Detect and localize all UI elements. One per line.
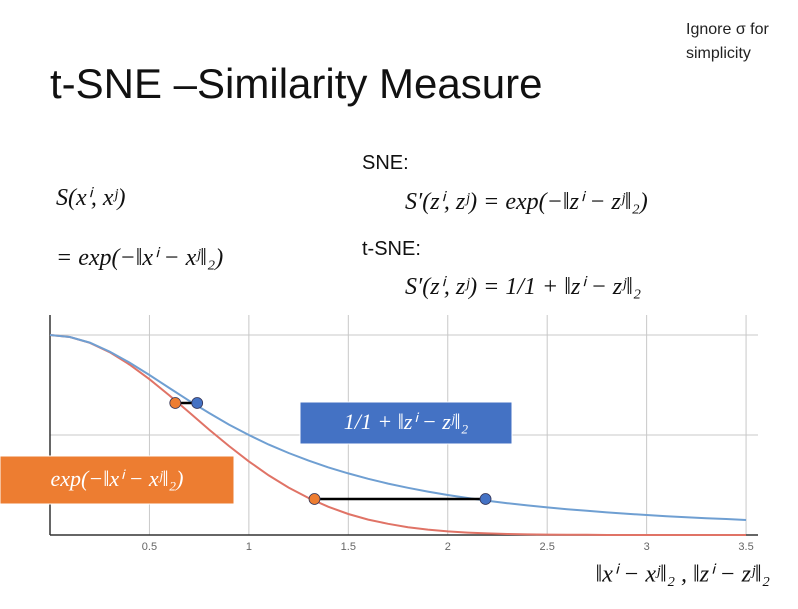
formula: S′(zⁱ, zʲ) = exp(−‖zⁱ − zʲ‖₂) bbox=[405, 189, 648, 215]
point bbox=[191, 397, 204, 409]
label: t-SNE: bbox=[362, 238, 421, 260]
point bbox=[169, 397, 182, 409]
series-line bbox=[49, 334, 747, 536]
formula: S′(zⁱ, zʲ) = 1/1 + ‖zⁱ − zʲ‖₂ bbox=[405, 274, 642, 300]
formula: = exp(−‖xⁱ − xʲ‖₂) bbox=[56, 245, 224, 271]
x-tick-label: 0.5 bbox=[142, 541, 157, 553]
legend-label: exp(−‖xⁱ − xʲ‖₂) bbox=[51, 466, 184, 491]
formula: S(xⁱ, xʲ) bbox=[56, 185, 126, 211]
x-tick-label: 1.5 bbox=[341, 541, 356, 553]
x-tick-label: 3.5 bbox=[738, 541, 753, 553]
x-axis-label: ‖xⁱ − xʲ‖₂ , ‖zⁱ − zʲ‖₂ bbox=[596, 562, 771, 588]
point bbox=[479, 493, 492, 505]
slide-title: t-SNE –Similarity Measure bbox=[50, 60, 543, 107]
legend-box bbox=[0, 455, 235, 505]
x-tick-label: 2 bbox=[445, 541, 451, 553]
note: Ignore σ for simplicity bbox=[686, 21, 769, 62]
x-tick-label: 2.5 bbox=[540, 541, 555, 553]
series-line bbox=[49, 334, 747, 521]
legend-label: 1/1 + ‖zⁱ − zʲ‖₂ bbox=[344, 409, 469, 434]
x-tick-label: 3 bbox=[644, 541, 650, 553]
label: SNE: bbox=[362, 152, 409, 174]
x-tick-label: 1 bbox=[246, 541, 252, 553]
point bbox=[308, 493, 321, 505]
legend-box bbox=[299, 401, 513, 445]
